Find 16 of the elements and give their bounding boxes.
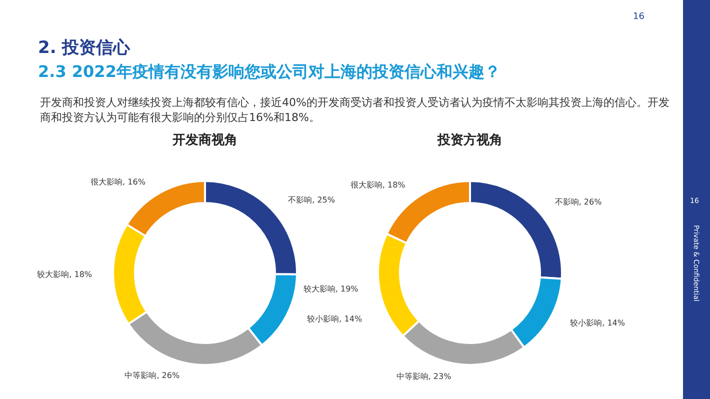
chart-title: 开发商视角 (172, 132, 238, 148)
text: 16 (633, 12, 644, 22)
text: 开发商和投资人对继续投资上海都较有信心，接近40%的开发商受访者和投资人受访者认为疫情不太影响其投资上海的信心。开发商和投资方认为可能有很大影响的分别仅占16%和18%。 (40, 95, 670, 125)
slice-label: 较小影响, 14% (570, 318, 626, 328)
chart-title: 投资方视角 (436, 132, 502, 148)
slice-label: 很大影响, 18% (350, 180, 406, 190)
text: 2.3 2022年疫情有没有影响您或公司对上海的投资信心和兴趣？ (38, 62, 500, 83)
slice-label: 中等影响, 26% (124, 371, 180, 380)
slice-label: 较小影响, 14% (307, 314, 362, 324)
slice-label: 很大影响, 16% (90, 178, 146, 187)
slice-label: 中等影响, 23% (396, 372, 452, 381)
slice-label: 较大影响, 18% (37, 270, 92, 280)
slice-label: 不影响, 25% (288, 196, 336, 205)
text: 2. 投资信心 (38, 37, 130, 59)
slice-label: 较大影响, 19% (303, 284, 359, 294)
slice-label: 不影响, 26% (554, 197, 602, 206)
